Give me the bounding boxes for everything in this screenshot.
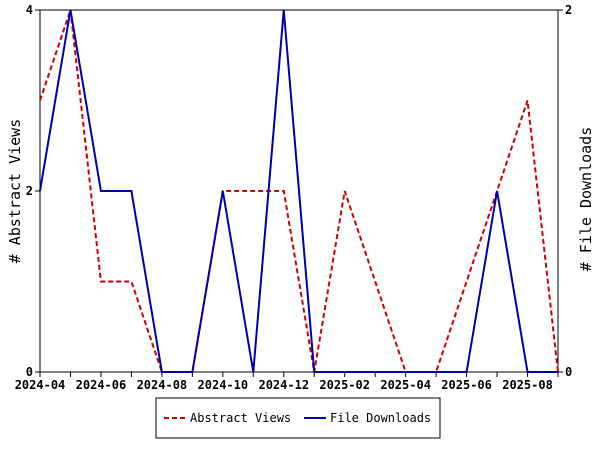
y-left-tick-label: 2 bbox=[26, 184, 33, 198]
x-tick-label: 2025-04 bbox=[380, 378, 431, 392]
x-tick-label: 2024-12 bbox=[258, 378, 309, 392]
legend-label-file-downloads: File Downloads bbox=[330, 411, 431, 425]
series-line-file-downloads bbox=[39, 9, 558, 373]
y-axis-right-ticks: 02 bbox=[558, 3, 572, 379]
y-axis-right-title: # File Downloads bbox=[577, 127, 595, 272]
x-axis-ticks: 2024-04 2024-06 2024-08 2024-10 2024-12 2025-… bbox=[15, 372, 559, 392]
x-tick-label: 2025-02 bbox=[319, 378, 370, 392]
x-tick-label: 2024-08 bbox=[137, 378, 188, 392]
legend-label-abstract-views: Abstract Views bbox=[190, 411, 291, 425]
x-tick-label: 2024-10 bbox=[198, 378, 249, 392]
y-left-tick-label: 0 bbox=[26, 365, 33, 379]
y-right-tick-label: 0 bbox=[565, 365, 572, 379]
legend: Abstract Views File Downloads bbox=[155, 397, 441, 439]
x-tick-label: 2024-06 bbox=[76, 378, 127, 392]
legend-box bbox=[155, 397, 441, 439]
series-lines bbox=[39, 9, 559, 373]
y-axis-left-ticks: 0 2 4 bbox=[26, 3, 40, 379]
y-right-tick-label: 2 bbox=[565, 3, 572, 17]
x-tick-label: 2025-06 bbox=[441, 378, 492, 392]
x-tick-label: 2024-04 bbox=[15, 378, 66, 392]
y-axis-left-title: # Abstract Views bbox=[6, 119, 24, 264]
series-line-abstract-views bbox=[39, 9, 559, 373]
x-tick-label: 2025-08 bbox=[502, 378, 553, 392]
y-left-tick-label: 4 bbox=[26, 3, 33, 17]
